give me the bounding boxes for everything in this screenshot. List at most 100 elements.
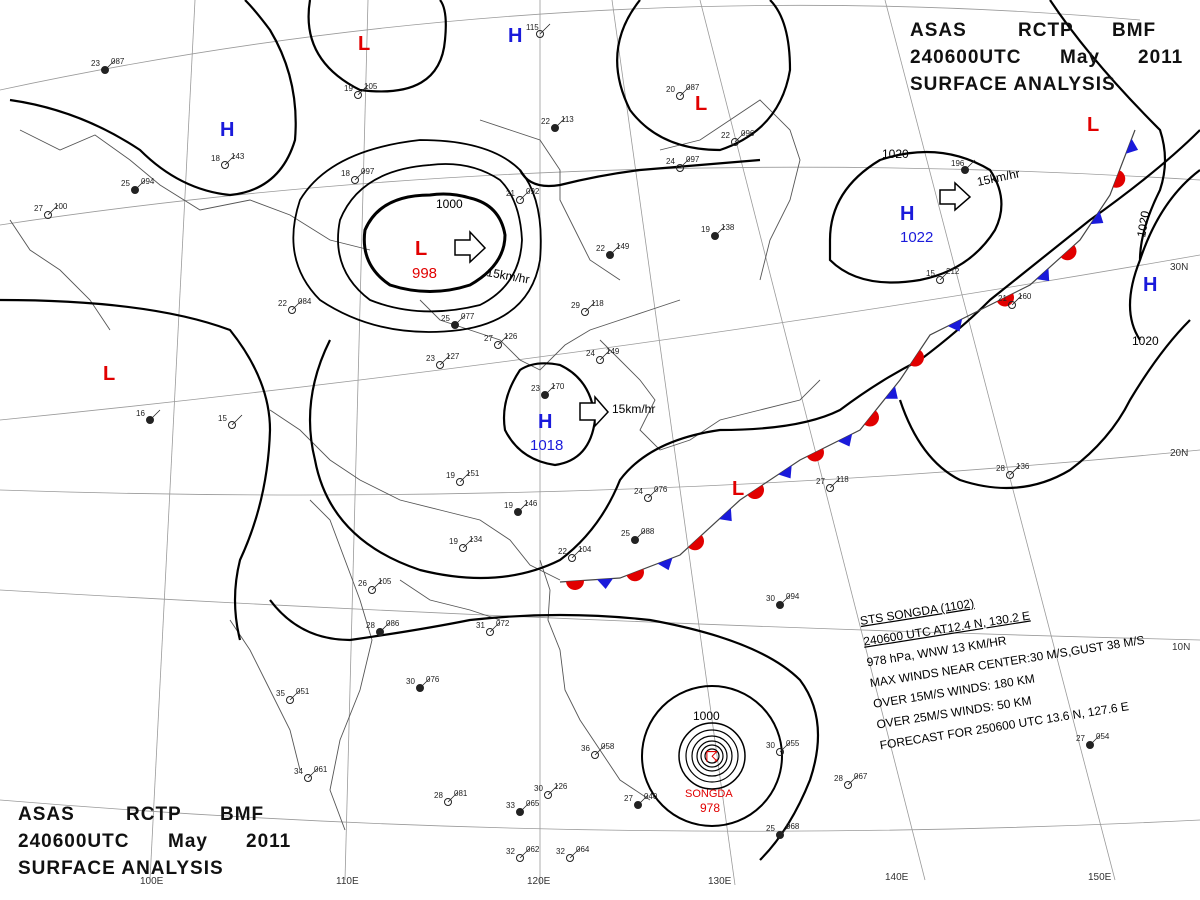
station-plot: 18 143 [211, 152, 245, 169]
low-center: L [358, 33, 370, 55]
wind-barb [357, 84, 369, 96]
station-plot: 25 094 [121, 177, 155, 194]
header-time: 240600UTC [18, 831, 129, 852]
warm-front-semicircle [864, 410, 879, 427]
station-temp: 22 [278, 299, 287, 308]
station-circle [826, 484, 834, 492]
station-circle [444, 798, 452, 806]
wind-barb [609, 244, 621, 256]
station-temp: 23 [426, 354, 435, 363]
station-circle [644, 494, 652, 502]
station-circle [351, 176, 359, 184]
wind-barb [149, 409, 161, 421]
station-plot: 34 061 [294, 765, 328, 782]
station-pressure: 084 [298, 297, 312, 306]
station-temp: 30 [766, 594, 775, 603]
station-pressure: 127 [446, 352, 460, 361]
station-temp: 21 [998, 294, 1007, 303]
station-temp: 35 [276, 689, 285, 698]
front-line [559, 129, 1136, 583]
wind-barb [439, 354, 451, 366]
wind-barb [779, 741, 791, 753]
station-temp: 27 [1076, 734, 1085, 743]
station-circle [676, 164, 684, 172]
station-pressure: 118 [836, 475, 849, 484]
station-temp: 27 [34, 204, 43, 213]
wind-barb [1009, 464, 1021, 476]
station-circle [221, 161, 229, 169]
station-plot: 27 126 [484, 332, 518, 349]
station-plot: 35 051 [276, 687, 310, 704]
station-circle [731, 138, 739, 146]
wind-barb [714, 225, 726, 237]
station-plot: 196 [951, 159, 976, 174]
header-month: May [168, 831, 208, 852]
station-plot: 28 067 [834, 772, 868, 789]
station-plot: 23 087 [91, 57, 125, 74]
low-center: L [103, 363, 115, 385]
station-circle [304, 774, 312, 782]
station-circle [354, 91, 362, 99]
station-plot: 18 097 [341, 167, 375, 184]
wind-barb [569, 847, 581, 859]
station-temp: 23 [91, 59, 100, 68]
header-code: BMF [1112, 20, 1156, 41]
wind-barb [454, 314, 466, 326]
wind-barb [679, 157, 691, 169]
station-pressure: 065 [526, 799, 540, 808]
wind-barb [462, 537, 474, 549]
wind-barb [539, 23, 551, 35]
station-pressure: 126 [554, 782, 568, 791]
station-pressure: 062 [526, 845, 540, 854]
typhoon-name: SONGDA [685, 788, 733, 800]
header-month: May [1060, 47, 1100, 68]
station-pressure: 067 [854, 772, 868, 781]
wind-barb [519, 847, 531, 859]
header-code: ASAS [18, 804, 75, 825]
station-plot: 15 212 [926, 267, 960, 284]
station-pressure: 149 [616, 242, 630, 251]
motion-arrow [579, 394, 610, 428]
warm-front-semicircle [688, 535, 704, 551]
station-pressure: 094 [141, 177, 155, 186]
wind-barb [289, 689, 301, 701]
station-pressure: 104 [578, 545, 592, 554]
warm-front-semicircle [626, 569, 644, 582]
station-temp: 24 [634, 487, 643, 496]
station-pressure: 212 [946, 267, 960, 276]
station-plot: 24 097 [666, 155, 700, 172]
station-plot: 28 086 [366, 619, 400, 636]
wind-barb [734, 131, 746, 143]
cold-front-triangle [778, 465, 792, 479]
station-temp: 27 [624, 794, 633, 803]
wind-barb [224, 154, 236, 166]
motion-arrow [939, 181, 972, 212]
station-pressure: 151 [466, 469, 480, 478]
header-bottom: ASAS RCTP BMF 240600UTC May 2011 SURFACE… [18, 804, 290, 879]
station-plot: 19 105 [344, 82, 378, 99]
station-plot: 19 146 [504, 499, 538, 516]
header-title: SURFACE ANALYSIS [910, 74, 1116, 95]
station-pressure: 138 [721, 223, 735, 232]
station-plot: 16 [136, 409, 161, 424]
station-plot: 23 127 [426, 352, 460, 369]
station-pressure: 054 [1096, 732, 1110, 741]
station-plot: 23 170 [531, 382, 565, 399]
header-code: RCTP [126, 804, 182, 825]
station-plot: 19 138 [701, 223, 735, 240]
low-center: L [415, 238, 427, 260]
pressure-value: 1022 [900, 229, 933, 246]
station-temp: 29 [571, 301, 580, 310]
cold-front-triangle [837, 433, 853, 447]
isobar-label: 1000 [436, 197, 463, 211]
station-temp: 19 [344, 84, 353, 93]
wind-barb [634, 529, 646, 541]
station-temp: 33 [506, 801, 515, 810]
station-pressure: 126 [504, 332, 518, 341]
station-circle [844, 781, 852, 789]
wind-barb [829, 477, 841, 489]
station-temp: 27 [484, 334, 493, 343]
typhoon-info: STS SONGDA (1102) 240600 UTC AT12.4 N, 1… [859, 596, 1145, 752]
graticule-labels: 100E 110E 120E 130E 140E 150E 30N 20N 10… [140, 262, 1190, 887]
